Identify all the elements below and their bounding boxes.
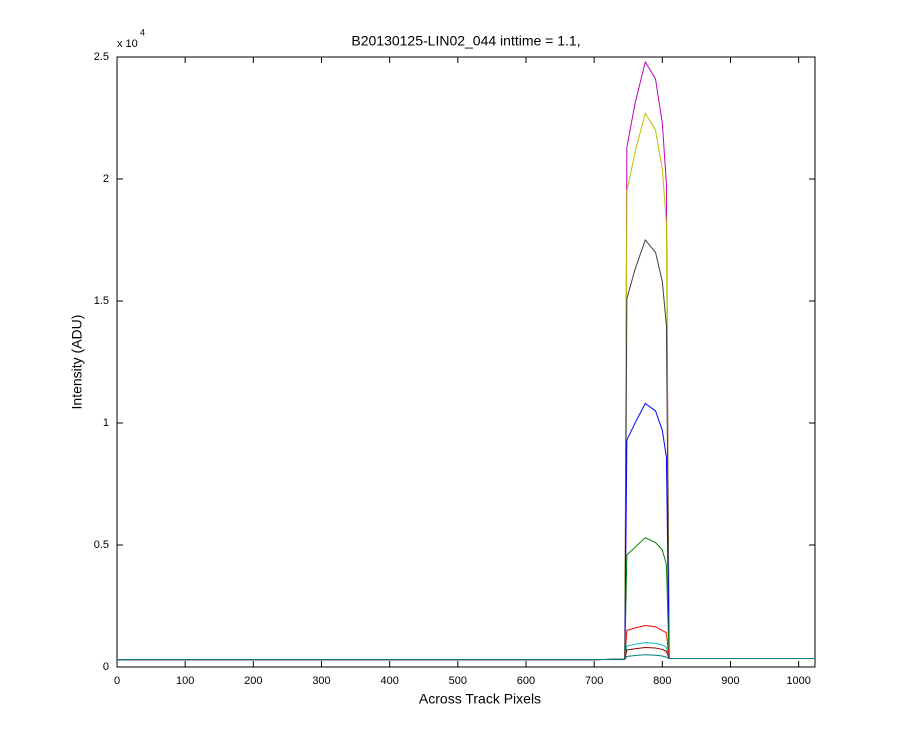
x-tick-label: 300: [312, 675, 330, 687]
x-tick-label: 400: [380, 675, 398, 687]
axes-box: [116, 56, 816, 668]
x-tick-label: 800: [653, 675, 671, 687]
y-tick-label: 0: [103, 661, 109, 673]
x-tick-label: 700: [585, 675, 603, 687]
x-tick-label: 100: [176, 675, 194, 687]
x-axis-label: Across Track Pixels: [419, 691, 541, 707]
x-tick-label: 600: [517, 675, 535, 687]
y-tick-label: 1: [103, 417, 109, 429]
x-tick-label: 1000: [786, 675, 810, 687]
x-tick-label: 0: [114, 675, 120, 687]
y-multiplier: x 10: [117, 38, 138, 50]
y-axis-label: Intensity (ADU): [69, 315, 85, 410]
series-line: [117, 654, 815, 661]
x-tick-label: 500: [449, 675, 467, 687]
y-tick-label: 2: [103, 173, 109, 185]
y-tick-label: 1.5: [94, 295, 109, 307]
x-tick-label: 900: [721, 675, 739, 687]
x-tick-label: 200: [244, 675, 262, 687]
y-exponent: 4: [140, 27, 145, 37]
y-tick-label: 2.5: [94, 51, 109, 63]
y-tick-label: 0.5: [94, 539, 109, 551]
chart-title: B20130125-LIN02_044 inttime = 1.1,: [351, 33, 580, 49]
